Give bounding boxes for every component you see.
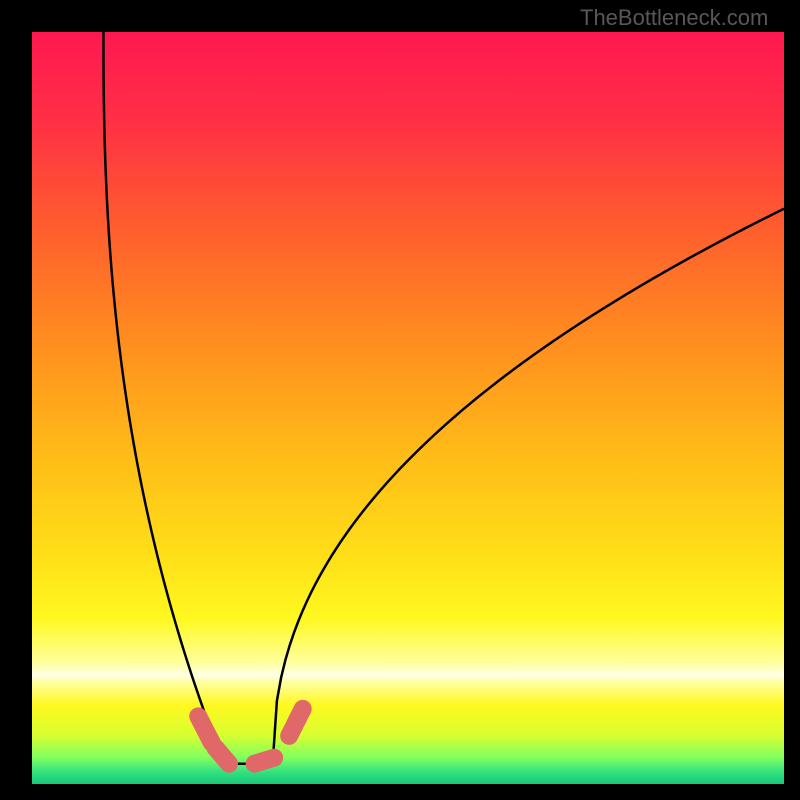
- highlight-marker-3: [289, 709, 303, 736]
- plot-area: [32, 32, 784, 784]
- highlight-marker-1: [215, 748, 229, 764]
- highlight-marker-2: [255, 758, 275, 764]
- chart-svg: [32, 32, 784, 784]
- chart-frame: TheBottleneck.com: [0, 0, 800, 800]
- gradient-background: [32, 32, 784, 784]
- highlight-marker-0: [198, 716, 212, 742]
- watermark-text: TheBottleneck.com: [580, 5, 768, 31]
